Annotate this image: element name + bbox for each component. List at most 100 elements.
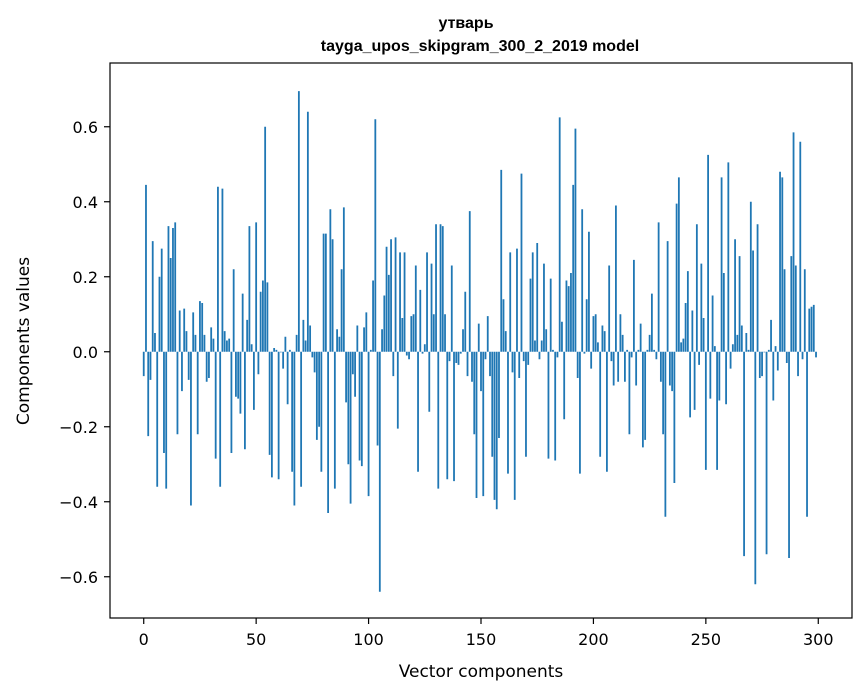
bar: [270, 351, 273, 478]
bar: [268, 351, 271, 455]
bar: [432, 314, 435, 352]
bar: [729, 351, 732, 369]
bar: [770, 319, 772, 352]
bar: [169, 258, 172, 352]
bar: [540, 340, 543, 352]
bar: [630, 351, 633, 358]
bar: [507, 351, 509, 474]
bar: [459, 351, 462, 354]
bar: [572, 184, 575, 352]
bar: [615, 205, 617, 352]
bar: [504, 331, 507, 352]
bar: [250, 344, 253, 352]
bar: [761, 351, 763, 377]
bar: [293, 351, 296, 506]
bar: [583, 351, 586, 354]
bar: [327, 351, 330, 513]
bar: [309, 325, 312, 352]
bar: [471, 351, 473, 382]
bar: [417, 351, 419, 472]
bar: [286, 351, 289, 405]
bar: [673, 351, 676, 483]
y-tick-label: 0.4: [73, 193, 98, 212]
bar: [313, 351, 316, 373]
bar: [567, 286, 570, 352]
bar: [410, 316, 413, 352]
bar: [657, 222, 660, 352]
bar: [304, 340, 307, 352]
bar: [282, 351, 285, 369]
chart-title: утварь: [438, 15, 493, 32]
bar: [455, 351, 458, 363]
bar: [704, 351, 707, 470]
bar: [358, 351, 361, 461]
bar: [648, 334, 651, 352]
bar: [266, 282, 269, 352]
bar: [788, 351, 790, 558]
bar: [520, 173, 523, 352]
bar: [680, 342, 683, 352]
bar: [527, 351, 530, 365]
bar: [277, 351, 280, 480]
bar: [538, 351, 541, 360]
bar: [617, 351, 620, 382]
bar: [176, 351, 179, 435]
bar: [738, 256, 741, 352]
bar: [338, 336, 341, 352]
bar: [295, 334, 298, 352]
bar: [477, 323, 480, 352]
bar: [226, 340, 228, 352]
bar: [601, 325, 604, 352]
bar: [360, 351, 363, 467]
bar: [426, 252, 428, 352]
bar: [529, 278, 532, 352]
bar: [203, 334, 206, 352]
bar: [702, 318, 705, 352]
bar: [603, 331, 606, 352]
x-axis-label: Vector components: [399, 662, 564, 682]
bar: [340, 269, 343, 352]
bar: [192, 312, 195, 352]
bar: [376, 351, 379, 446]
bar: [367, 351, 370, 497]
bar: [612, 351, 615, 386]
bar: [518, 351, 521, 378]
bar: [812, 304, 815, 352]
bar: [650, 293, 653, 352]
bar: [428, 351, 431, 412]
bar: [554, 351, 557, 461]
bar: [691, 310, 694, 352]
bar: [253, 351, 255, 410]
bar: [401, 318, 404, 352]
bar: [232, 269, 235, 352]
bar: [441, 226, 444, 352]
bar: [547, 351, 550, 459]
bar: [482, 351, 485, 497]
bar: [495, 351, 498, 510]
bar: [163, 351, 165, 453]
bar: [763, 351, 766, 353]
bar: [342, 207, 345, 352]
x-tick-label: 50: [246, 630, 266, 649]
bar: [264, 126, 267, 352]
bar: [430, 263, 433, 352]
bar: [394, 237, 397, 352]
bar: [624, 351, 626, 382]
bar: [590, 351, 593, 369]
bar: [783, 269, 786, 352]
bar: [414, 265, 417, 352]
bar: [592, 316, 595, 352]
bar: [214, 351, 217, 459]
bar: [333, 351, 336, 489]
bar: [806, 351, 808, 517]
bar: [632, 259, 635, 352]
y-axis-ticks: −0.6 −0.4 −0.2 0.0 0.2 0.4 0.6: [59, 118, 110, 587]
bar: [709, 351, 712, 399]
bar: [446, 351, 449, 480]
bar: [606, 351, 608, 472]
bar: [178, 310, 181, 352]
x-tick-label: 200: [578, 630, 609, 649]
bar: [217, 186, 219, 352]
bar: [727, 162, 730, 352]
